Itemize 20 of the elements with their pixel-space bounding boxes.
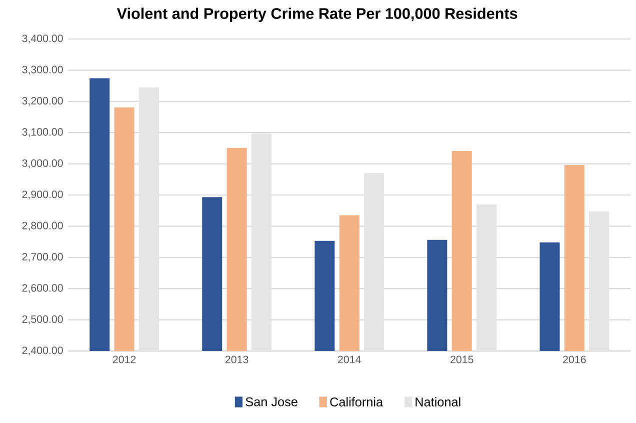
y-tick-label: 3,000.00 xyxy=(22,159,63,168)
y-tick-label: 2,900.00 xyxy=(22,190,63,200)
y-tick-label: 3,200.00 xyxy=(22,96,63,106)
y-tick-label: 3,100.00 xyxy=(22,128,63,137)
chart-title: Violent and Property Crime Rate Per 100,000 Residents xyxy=(116,8,518,22)
legend-label: National xyxy=(416,397,460,406)
y-tick-label: 3,400.00 xyxy=(22,34,63,44)
y-tick-label: 3,300.00 xyxy=(22,66,63,75)
x-tick-label: 2015 xyxy=(450,356,474,364)
x-tick-label: 2014 xyxy=(338,356,361,364)
y-tick-label: 2,800.00 xyxy=(22,222,63,231)
x-tick-label: 2016 xyxy=(563,356,586,364)
y-tick-label: 2,700.00 xyxy=(22,252,63,262)
x-tick-label: 2013 xyxy=(225,356,248,364)
y-tick-label: 2,500.00 xyxy=(22,315,63,324)
x-tick-label: 2012 xyxy=(112,356,136,364)
y-tick-label: 2,400.00 xyxy=(22,346,63,356)
legend-label: San Jose xyxy=(246,397,298,406)
y-tick-label: 2,600.00 xyxy=(22,284,63,293)
legend-label: California xyxy=(330,397,384,406)
